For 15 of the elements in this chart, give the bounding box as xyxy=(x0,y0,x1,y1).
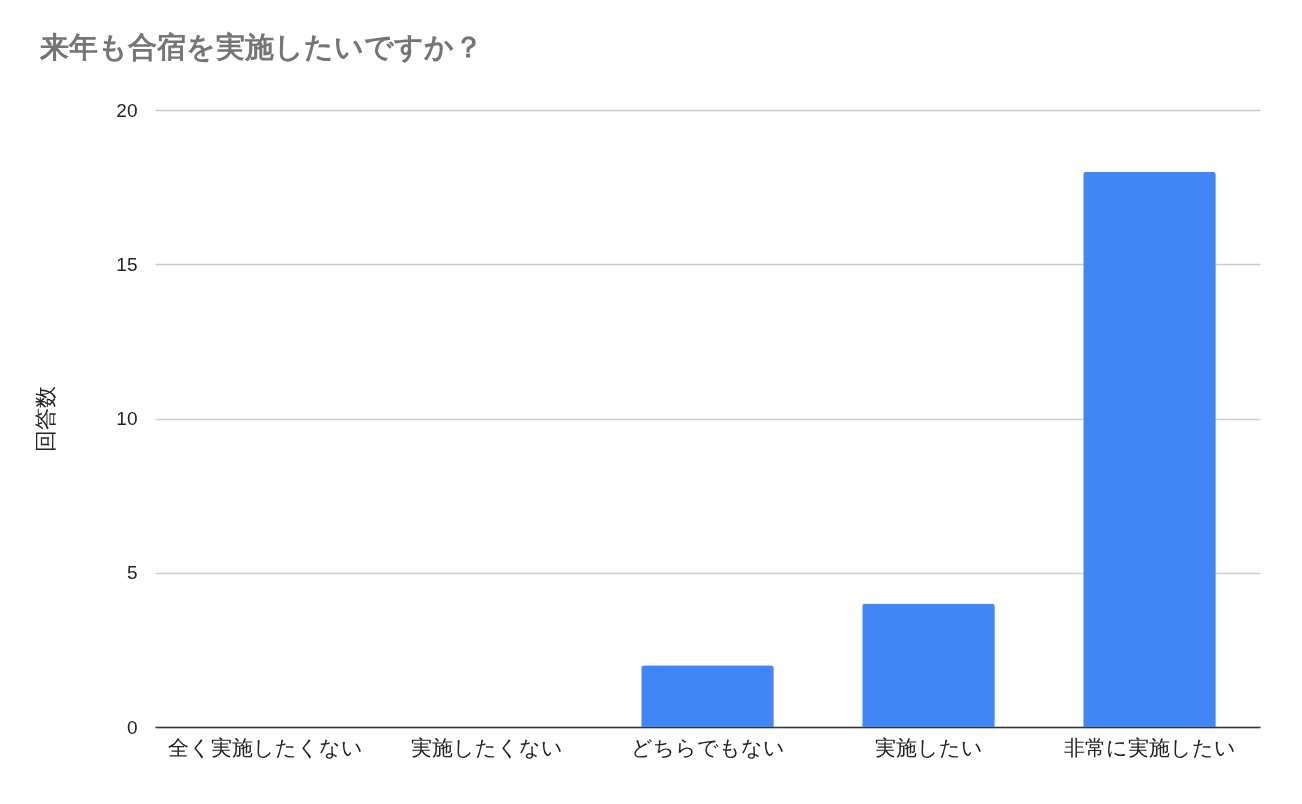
x-tick-label: どちらでもない xyxy=(630,735,785,759)
x-tick-label: 非常に実施したい xyxy=(1063,735,1236,759)
y-tick-label: 0 xyxy=(126,716,138,738)
y-axis-title: 回答数 xyxy=(33,386,59,452)
y-tick-label: 10 xyxy=(116,408,138,429)
chart-title: 来年も合宿を実施したいですか？ xyxy=(39,31,483,63)
y-tick-label: 15 xyxy=(116,253,138,275)
y-tick-label: 5 xyxy=(126,562,138,584)
x-tick-label: 全く実施したくない xyxy=(168,735,363,759)
bar xyxy=(1083,171,1216,727)
bar xyxy=(641,665,774,727)
bar xyxy=(862,603,995,727)
y-tick-label: 20 xyxy=(116,99,138,121)
x-tick-label: 実施したくない xyxy=(410,735,563,759)
x-tick-label: 実施したい xyxy=(874,735,983,759)
